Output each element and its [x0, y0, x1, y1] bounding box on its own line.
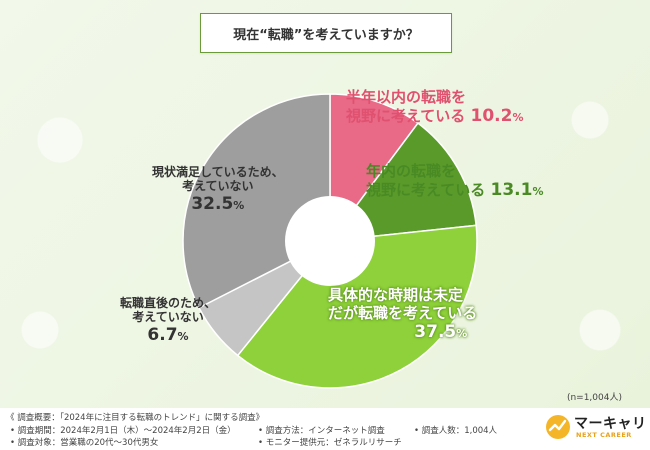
footer-target: • 調査対象：営業職の20代～30代男女 [10, 438, 159, 448]
slice-label-3: 具体的な時期は未定 だが転職を考えている 37.5% [328, 286, 477, 342]
slice-label-4-line1: 転職直後のため、 [120, 296, 217, 310]
footer-period: • 調査期間：2024年2月1日（木）～2024年2月2日（金） [10, 426, 236, 436]
slice-label-2: 年内の転職を 視野に考えている 13.1% [366, 162, 543, 200]
slice-label-3-line2: だが転職を考えている [328, 304, 478, 322]
slice-pct-1: 10.2% [470, 106, 524, 126]
footer-method: • 調査方法：インターネット調査 [258, 426, 385, 436]
footer-overview: 《 調査概要：「2024年に注目する転職のトレンド」に関する調査》 [6, 413, 265, 423]
footer: 《 調査概要：「2024年に注目する転職のトレンド」に関する調査》 • 調査期間… [0, 408, 650, 450]
slice-label-4: 転職直後のため、 考えていない 6.7% [120, 296, 216, 345]
slice-pct-2: 13.1% [490, 180, 544, 200]
donut-hole [285, 196, 375, 286]
pie-slice-3 [236, 224, 478, 389]
slice-pct-3: 37.5% [414, 322, 468, 342]
logo-name: マーキャリ [574, 416, 647, 432]
slice-label-5: 現状満足しているため、 考えていない 32.5% [152, 165, 284, 214]
pie-chart [182, 93, 478, 389]
sample-size-note: (n=1,004人) [566, 393, 622, 403]
pie-slice-2 [328, 122, 477, 242]
chart-title: 現在“転職”を考えていますか？ [200, 13, 452, 53]
footer-count: • 調査人数：1,004人 [414, 426, 498, 436]
slice-label-5-line1: 現状満足しているため、 [152, 165, 284, 179]
slice-pct-5: 32.5% [191, 193, 245, 214]
slice-label-2-line1: 年内の転職を [366, 162, 457, 180]
slice-label-1: 半年以内の転職を 視野に考えている 10.2% [346, 88, 523, 126]
slice-label-1-line1: 半年以内の転職を [346, 88, 467, 106]
slice-label-5-line2: 考えていない [182, 179, 254, 194]
slice-pct-4: 6.7% [147, 324, 189, 345]
slice-label-4-line2: 考えていない [132, 310, 204, 325]
logo-tagline: NEXT CAREER [576, 431, 632, 439]
logo-icon [546, 415, 570, 439]
slice-label-1-line2: 視野に考えている [346, 107, 466, 125]
slice-label-3-line1: 具体的な時期は未定 [328, 286, 464, 304]
footer-provider: • モニター提供元：ゼネラルリサーチ [258, 438, 402, 448]
slice-label-2-line2: 視野に考えている [366, 181, 486, 199]
